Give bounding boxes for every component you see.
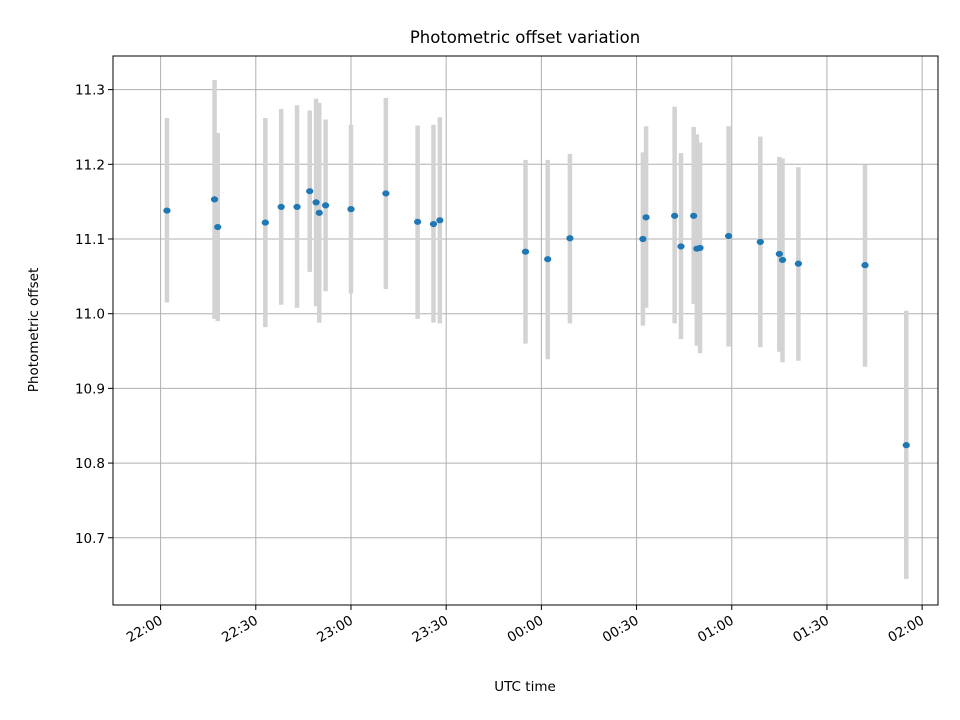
data-point-14	[436, 217, 444, 224]
data-point-10	[347, 206, 355, 213]
plot-frame	[112, 55, 939, 606]
y-axis-label: Photometric offset	[26, 268, 42, 392]
y-tick-label: 10.9	[75, 381, 105, 397]
data-point-0	[163, 207, 171, 214]
data-point-18	[639, 235, 647, 243]
data-point-7	[312, 199, 320, 206]
data-point-31	[902, 442, 910, 449]
data-point-3	[261, 219, 269, 226]
data-point-8	[315, 209, 323, 216]
data-point-11	[382, 190, 390, 197]
data-point-28	[778, 256, 787, 264]
data-point-22	[690, 212, 698, 219]
y-tick-label: 11.3	[75, 83, 105, 99]
data-point-19	[642, 214, 650, 221]
data-point-29	[794, 260, 802, 267]
data-point-5	[293, 203, 301, 210]
data-point-6	[306, 188, 314, 195]
data-point-13	[429, 220, 438, 228]
data-point-2	[214, 223, 222, 231]
data-point-30	[861, 262, 869, 269]
data-point-17	[566, 235, 574, 242]
data-points	[163, 188, 910, 449]
data-point-1	[210, 196, 219, 203]
data-point-25	[724, 232, 733, 240]
data-point-26	[756, 238, 764, 246]
data-point-24	[696, 244, 704, 252]
y-tick-label: 10.8	[75, 456, 105, 472]
data-point-20	[671, 212, 679, 219]
data-point-16	[544, 256, 552, 263]
x-axis-label: UTC time	[494, 679, 556, 695]
y-tick-label: 11.0	[75, 307, 105, 323]
data-point-15	[521, 248, 530, 255]
y-tick-label: 11.1	[75, 232, 105, 248]
data-point-9	[321, 202, 330, 209]
data-point-12	[414, 218, 422, 225]
y-tick-label: 10.7	[75, 531, 105, 547]
data-point-21	[677, 243, 685, 250]
y-tick-label: 11.2	[75, 157, 105, 173]
data-point-4	[277, 203, 285, 210]
data-point-27	[775, 250, 783, 258]
chart-title: Photometric offset variation	[410, 28, 640, 47]
y-axis-ticks: 10.7 10.8 10.9 11.0 11.1 11.2 11.3	[75, 83, 113, 547]
